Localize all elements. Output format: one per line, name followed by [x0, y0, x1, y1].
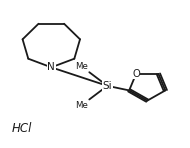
Text: O: O	[132, 69, 140, 79]
Text: Me: Me	[75, 62, 88, 71]
Text: N: N	[48, 62, 55, 72]
Text: Si: Si	[103, 81, 112, 91]
Text: Me: Me	[75, 101, 88, 110]
Text: HCl: HCl	[11, 122, 32, 135]
